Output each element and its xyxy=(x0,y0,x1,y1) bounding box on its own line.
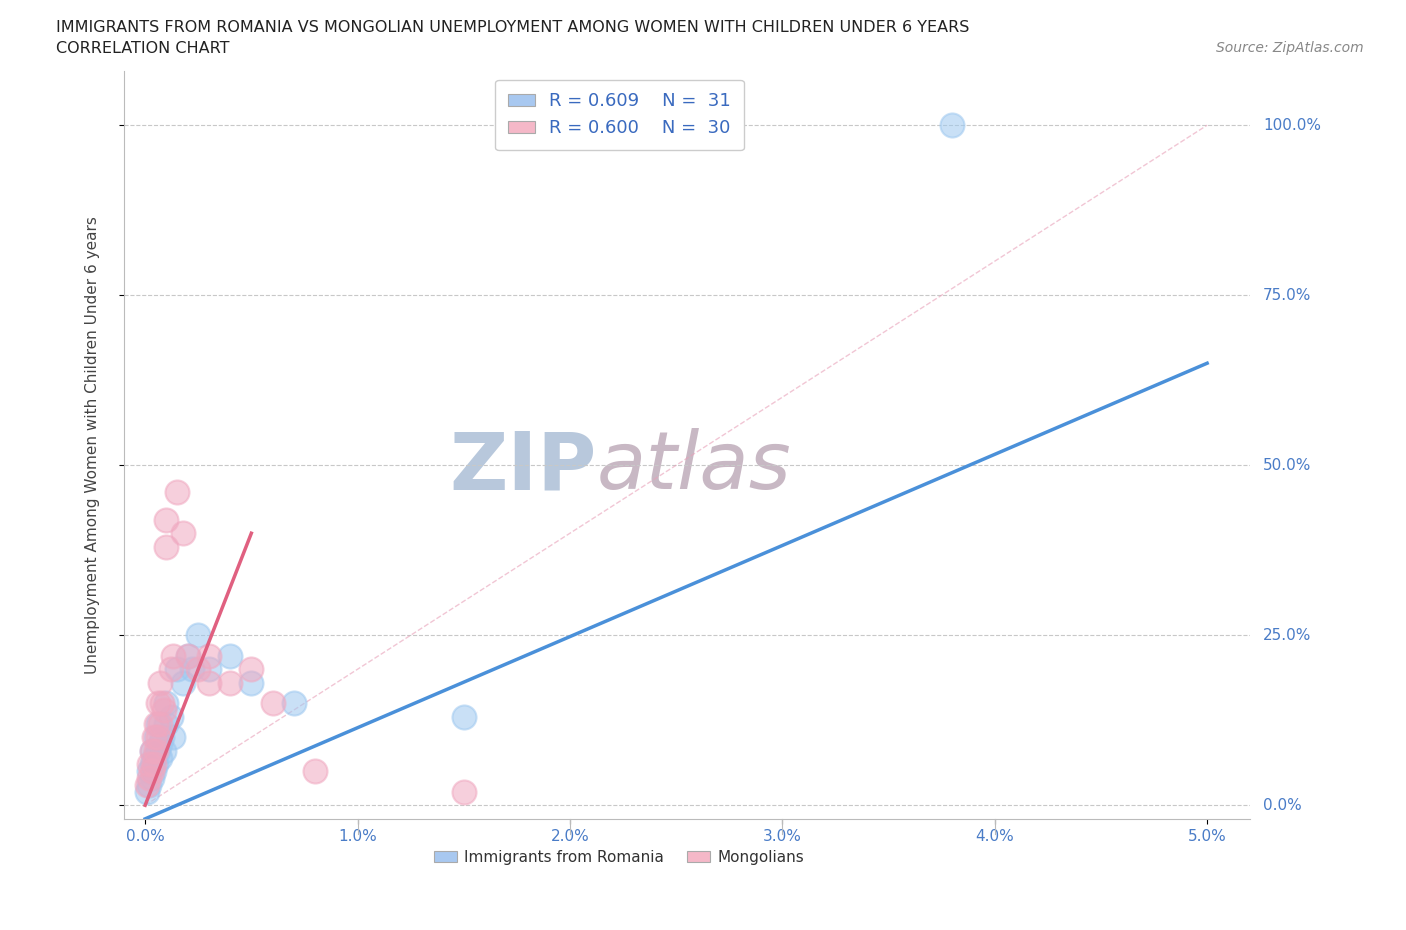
Point xyxy=(180,662,202,677)
Point xyxy=(142,757,165,772)
Point xyxy=(159,710,181,724)
Point xyxy=(138,764,160,778)
Point xyxy=(141,757,163,772)
Point xyxy=(187,628,209,643)
Text: Source: ZipAtlas.com: Source: ZipAtlas.com xyxy=(1216,41,1364,55)
Legend: Immigrants from Romania, Mongolians: Immigrants from Romania, Mongolians xyxy=(427,844,811,871)
Point xyxy=(166,485,188,499)
Point xyxy=(198,648,221,663)
Point xyxy=(176,648,198,663)
Point xyxy=(146,716,169,731)
Point xyxy=(187,662,209,677)
Point xyxy=(453,710,475,724)
Text: IMMIGRANTS FROM ROMANIA VS MONGOLIAN UNEMPLOYMENT AMONG WOMEN WITH CHILDREN UNDE: IMMIGRANTS FROM ROMANIA VS MONGOLIAN UNE… xyxy=(56,20,970,35)
Point xyxy=(283,696,305,711)
Point xyxy=(172,525,194,540)
Point xyxy=(453,784,475,799)
Point xyxy=(145,730,167,745)
Point xyxy=(159,662,181,677)
Point xyxy=(150,730,173,745)
Point xyxy=(145,743,167,758)
Point xyxy=(240,675,263,690)
Point xyxy=(141,743,163,758)
Point xyxy=(141,743,163,758)
Point xyxy=(136,777,159,792)
Point xyxy=(138,771,160,786)
Point xyxy=(219,675,242,690)
Text: ZIP: ZIP xyxy=(450,429,596,506)
Point xyxy=(155,512,177,527)
Point xyxy=(142,751,165,765)
Point xyxy=(176,648,198,663)
Point xyxy=(155,716,177,731)
Point xyxy=(198,662,221,677)
Point xyxy=(145,757,167,772)
Text: CORRELATION CHART: CORRELATION CHART xyxy=(56,41,229,56)
Point xyxy=(149,716,172,731)
Point xyxy=(136,784,159,799)
Point xyxy=(162,648,184,663)
Text: 0.0%: 0.0% xyxy=(1263,798,1302,813)
Point xyxy=(146,743,169,758)
Point xyxy=(153,702,176,717)
Point xyxy=(141,764,163,778)
Point xyxy=(941,118,963,133)
Point xyxy=(142,764,165,778)
Point xyxy=(172,675,194,690)
Point xyxy=(138,757,160,772)
Point xyxy=(142,730,165,745)
Point xyxy=(198,675,221,690)
Point xyxy=(149,751,172,765)
Point xyxy=(262,696,284,711)
Point xyxy=(166,662,188,677)
Text: 25.0%: 25.0% xyxy=(1263,628,1312,643)
Point xyxy=(150,696,173,711)
Y-axis label: Unemployment Among Women with Children Under 6 years: Unemployment Among Women with Children U… xyxy=(86,216,100,673)
Text: 100.0%: 100.0% xyxy=(1263,118,1322,133)
Text: 75.0%: 75.0% xyxy=(1263,287,1312,303)
Point xyxy=(219,648,242,663)
Point xyxy=(145,716,167,731)
Point xyxy=(155,539,177,554)
Point xyxy=(149,737,172,751)
Point xyxy=(146,696,169,711)
Point xyxy=(141,771,163,786)
Point xyxy=(153,743,176,758)
Point xyxy=(146,730,169,745)
Point xyxy=(155,696,177,711)
Point xyxy=(138,777,160,792)
Point xyxy=(149,675,172,690)
Point xyxy=(304,764,326,778)
Point xyxy=(162,730,184,745)
Text: atlas: atlas xyxy=(596,429,792,506)
Point xyxy=(240,662,263,677)
Text: 50.0%: 50.0% xyxy=(1263,458,1312,472)
